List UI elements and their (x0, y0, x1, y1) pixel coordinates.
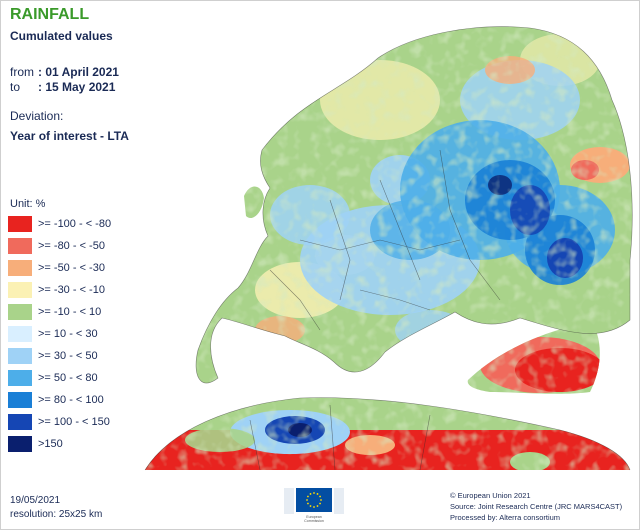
to-value: : 15 May 2021 (38, 80, 116, 94)
legend-item: >150 (8, 436, 188, 454)
legend-label: >150 (38, 438, 63, 450)
legend-label: >= 100 - < 150 (38, 416, 110, 428)
legend-swatch (8, 238, 32, 254)
map-subtitle: Cumulated values (10, 29, 113, 43)
legend-item: >= 50 - < 80 (8, 370, 188, 388)
deviation-label: Deviation: (10, 109, 64, 123)
issue-date: 19/05/2021 (10, 495, 61, 506)
to-label: to (10, 80, 21, 94)
legend-label: >= 80 - < 100 (38, 394, 104, 406)
map-title: RAINFALL (10, 6, 90, 23)
legend-item: >= 10 - < 30 (8, 326, 188, 344)
legend-swatch (8, 436, 32, 452)
legend-item: >= -80 - < -50 (8, 238, 188, 256)
legend-item: >= 80 - < 100 (8, 392, 188, 410)
eu-star-icon (320, 499, 322, 501)
european-commission-logo: European Commission (284, 488, 344, 523)
legend-swatch (8, 392, 32, 408)
legend-label: >= 50 - < 80 (38, 372, 98, 384)
legend-swatch (8, 326, 32, 342)
legend-label: >= -100 - < -80 (38, 218, 112, 230)
legend-swatch (8, 370, 32, 386)
source: Source: Joint Research Centre (JRC MARS4… (450, 502, 623, 511)
legend-swatch (8, 260, 32, 276)
legend-label: >= -80 - < -50 (38, 240, 105, 252)
eu-star-icon (316, 505, 319, 507)
deviation-type: Year of interest - LTA (10, 129, 129, 143)
eu-star-icon (319, 502, 321, 505)
legend-swatch (8, 304, 32, 320)
legend-swatch (8, 348, 32, 364)
eu-star-icon (306, 499, 308, 501)
period-from: from : 01 April 2021 (10, 65, 119, 79)
legend-swatch (8, 216, 32, 232)
resolution: resolution: 25x25 km (10, 509, 103, 520)
logo-text-line1: European (306, 515, 322, 519)
rainfall-map (144, 26, 633, 471)
credits: © European Union 2021 Source: Joint Rese… (450, 490, 622, 523)
legend-label: >= 10 - < 30 (38, 328, 98, 340)
legend-item: >= 30 - < 50 (8, 348, 188, 366)
eu-stars-icon (306, 492, 322, 508)
eu-star-icon (313, 492, 315, 494)
legend-label: >= 30 - < 50 (38, 350, 98, 362)
eu-flag (296, 488, 332, 512)
eu-star-icon (307, 502, 309, 505)
legend-item: >= -30 - < -10 (8, 282, 188, 300)
eu-star-icon (319, 495, 321, 498)
processor: Processed by: Alterra consortium (450, 513, 561, 522)
period-to: to : 15 May 2021 (10, 80, 115, 94)
logo-text-line2: Commission (304, 519, 324, 523)
from-value: : 01 April 2021 (38, 65, 119, 79)
from-label: from (10, 65, 34, 79)
legend-label: >= -30 - < -10 (38, 284, 105, 296)
unit-label: Unit: % (10, 198, 46, 210)
eu-star-icon (313, 506, 315, 508)
eu-star-icon (309, 493, 312, 495)
legend-item: >= -50 - < -30 (8, 260, 188, 278)
eu-star-icon (309, 505, 312, 507)
legend-item: >= -10 - < 10 (8, 304, 188, 322)
legend-item: >= 100 - < 150 (8, 414, 188, 432)
legend-label: >= -10 - < 10 (38, 306, 102, 318)
legend-swatch (8, 282, 32, 298)
legend-label: >= -50 - < -30 (38, 262, 105, 274)
legend-item: >= -100 - < -80 (8, 216, 188, 234)
copyright: © European Union 2021 (450, 491, 531, 500)
legend-swatch (8, 414, 32, 430)
eu-star-icon (316, 493, 319, 495)
eu-star-icon (307, 495, 309, 498)
